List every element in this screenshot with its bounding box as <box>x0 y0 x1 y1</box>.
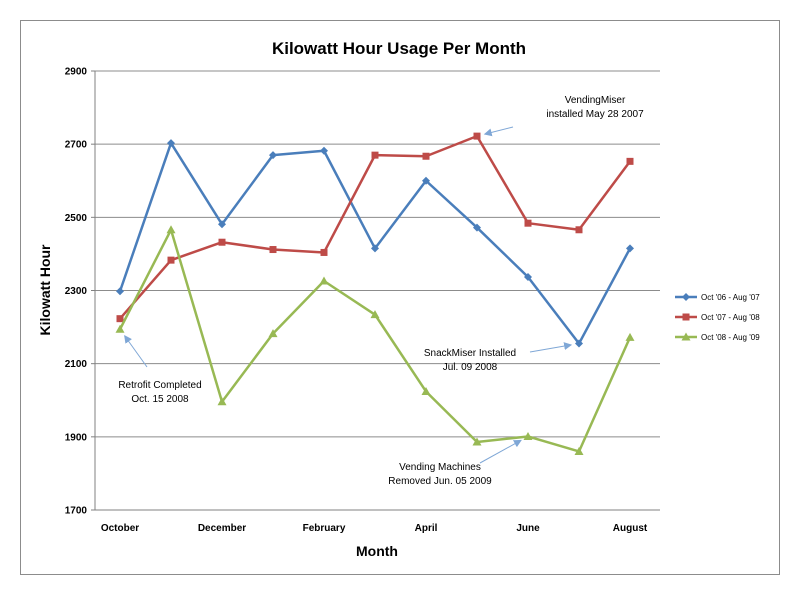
triangle-marker <box>472 437 482 446</box>
triangle-marker <box>115 324 125 333</box>
annotation-text: Jul. 09 2008 <box>443 362 498 373</box>
annotation-text: Vending Machines <box>399 462 481 473</box>
annotation-text: Retrofit Completed <box>118 380 201 391</box>
y-tick-label: 2500 <box>65 213 88 224</box>
square-marker <box>269 246 277 254</box>
triangle-marker <box>421 386 431 395</box>
series-layer <box>115 132 635 455</box>
x-tick-label: June <box>516 523 540 534</box>
diamond-marker <box>524 272 532 281</box>
square-marker <box>320 248 328 256</box>
square-marker <box>524 219 532 227</box>
series-3 <box>115 225 635 455</box>
series-1 <box>116 139 634 348</box>
triangle-marker <box>166 225 176 234</box>
triangle-marker <box>625 332 635 341</box>
square-marker <box>422 152 430 160</box>
annotation-arrow <box>483 126 514 137</box>
legend: Oct '06 - Aug '07 Oct '07 - Aug '08 Oct '0… <box>675 293 760 342</box>
square-marker <box>473 132 481 140</box>
triangle-marker <box>217 397 227 406</box>
y-tick-label: 1900 <box>65 432 88 443</box>
legend-label: Oct '08 - Aug '09 <box>701 333 760 342</box>
square-marker <box>682 313 690 321</box>
diamond-marker <box>167 139 175 148</box>
diamond-marker <box>682 293 690 301</box>
diamond-marker <box>116 287 124 296</box>
annotation: Retrofit Completed Oct. 15 2008 <box>118 334 202 405</box>
triangle-marker <box>681 332 691 341</box>
diamond-marker <box>626 244 634 253</box>
y-tick-label: 1700 <box>65 506 88 517</box>
annotation-text: VendingMiser <box>565 95 626 106</box>
triangle-marker <box>523 431 533 440</box>
x-tick-label: October <box>101 523 139 534</box>
triangle-marker <box>370 310 380 319</box>
triangle-marker <box>319 276 329 285</box>
annotation-text: SnackMiser Installed <box>424 348 516 359</box>
y-tick-label: 2300 <box>65 286 88 297</box>
y-tick-label: 2700 <box>65 140 88 151</box>
series-2 <box>116 132 634 323</box>
series-line <box>119 134 632 320</box>
chart-frame <box>20 20 780 575</box>
annotation: Vending Machines Removed Jun. 05 2009 <box>388 439 522 487</box>
square-marker <box>218 238 226 246</box>
y-axis-title: Kilowatt Hour <box>37 244 53 336</box>
diamond-marker <box>473 223 481 232</box>
x-tick-label: February <box>303 523 346 534</box>
annotations: VendingMiser installed May 28 2007 SnackMi… <box>118 95 644 487</box>
diamond-marker <box>371 244 379 253</box>
square-marker <box>626 157 634 165</box>
square-marker <box>575 226 583 234</box>
annotation: SnackMiser Installed Jul. 09 2008 <box>424 342 573 373</box>
legend-entry: Oct '06 - Aug '07 <box>675 293 760 302</box>
annotation-arrow <box>124 334 148 368</box>
y-tick-label: 2100 <box>65 359 88 370</box>
triangle-marker <box>268 329 278 338</box>
legend-entry: Oct '08 - Aug '09 <box>675 332 760 342</box>
x-axis-title: Month <box>356 543 398 559</box>
diamond-marker <box>575 339 583 348</box>
x-tick-labels: October December February April June August <box>101 523 648 534</box>
square-marker <box>116 315 124 323</box>
triangle-marker <box>574 446 584 455</box>
square-marker <box>167 256 175 264</box>
square-marker <box>371 151 379 159</box>
legend-entry: Oct '07 - Aug '08 <box>675 313 760 322</box>
x-tick-label: April <box>415 523 438 534</box>
chart-title: Kilowatt Hour Usage Per Month <box>272 39 526 58</box>
annotation-arrow <box>529 342 573 353</box>
legend-label: Oct '06 - Aug '07 <box>701 293 760 302</box>
series-line <box>118 228 632 453</box>
diamond-marker <box>320 146 328 155</box>
gridlines <box>91 70 660 511</box>
annotation-text: installed May 28 2007 <box>546 109 644 120</box>
legend-label: Oct '07 - Aug '08 <box>701 313 760 322</box>
annotation-arrow <box>479 439 522 464</box>
annotation: VendingMiser installed May 28 2007 <box>483 95 644 137</box>
diamond-marker <box>422 176 430 185</box>
x-tick-label: August <box>613 523 648 534</box>
y-tick-labels: 1700 1900 2100 2300 2500 2700 2900 <box>65 67 88 517</box>
diamond-marker <box>218 220 226 229</box>
annotation-text: Removed Jun. 05 2009 <box>388 476 492 487</box>
x-tick-label: December <box>198 523 246 534</box>
annotation-text: Oct. 15 2008 <box>131 394 189 405</box>
y-tick-label: 2900 <box>65 67 88 78</box>
diamond-marker <box>269 151 277 160</box>
